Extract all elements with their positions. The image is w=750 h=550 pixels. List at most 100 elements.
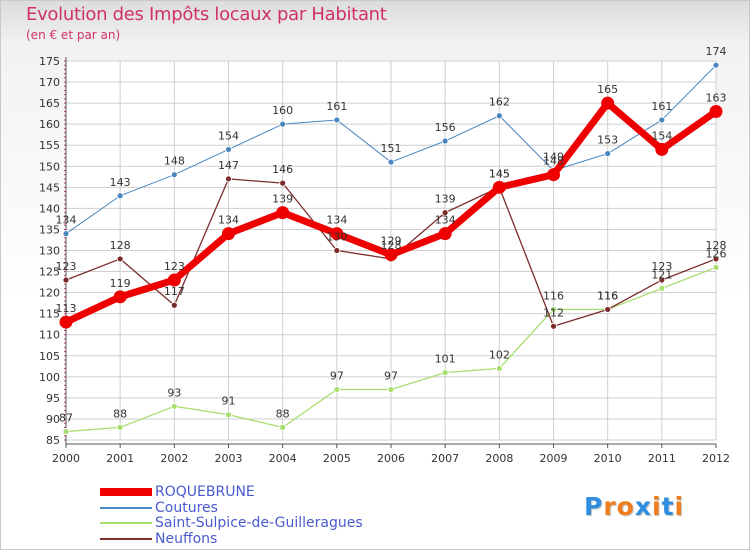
point-saint-sulpice-de-guilleragues (279, 423, 287, 431)
legend-label: Saint-Sulpice-de-Guilleragues (155, 515, 363, 531)
logo-letter: i (674, 492, 685, 521)
point-coutures (712, 61, 720, 69)
legend-swatch (100, 537, 152, 540)
data-label-saint-sulpice-de-guilleragues: 88 (276, 407, 290, 420)
data-label-coutures: 162 (489, 96, 510, 109)
chart-title: Evolution des Impôts locaux par Habitant (26, 4, 387, 25)
point-coutures (387, 158, 395, 166)
point-saint-sulpice-de-guilleragues (712, 263, 720, 271)
x-tick-label: 2003 (215, 452, 243, 465)
point-saint-sulpice-de-guilleragues (550, 306, 557, 313)
data-label-coutures: 151 (381, 142, 402, 155)
data-label-roquebrune: 163 (706, 92, 727, 105)
x-tick-label: 2011 (648, 452, 676, 465)
data-label-saint-sulpice-de-guilleragues: 116 (543, 289, 564, 302)
data-label-saint-sulpice-de-guilleragues: 88 (113, 407, 127, 420)
y-tick-label: 120 (39, 287, 60, 300)
data-label-coutures: 174 (706, 45, 727, 58)
data-label-neuffons: 128 (706, 239, 727, 252)
y-tick-label: 95 (46, 392, 60, 405)
data-label-roquebrune: 119 (110, 277, 131, 290)
data-label-saint-sulpice-de-guilleragues: 93 (167, 386, 181, 399)
point-coutures (658, 116, 666, 124)
axes: 85 90 95 100 105 110 115 120 125 130 135 140 145 150 1… (39, 55, 730, 465)
y-tick-label: 160 (39, 118, 60, 131)
point-roquebrune (276, 206, 290, 220)
point-neuffons (441, 209, 449, 217)
point-saint-sulpice-de-guilleragues (333, 386, 341, 393)
data-label-roquebrune: 165 (597, 83, 618, 96)
y-tick-label: 105 (39, 350, 60, 363)
point-roquebrune (655, 142, 669, 156)
data-label-neuffons: 123 (56, 260, 77, 273)
point-saint-sulpice-de-guilleragues (495, 365, 503, 372)
data-label-coutures: 160 (272, 104, 293, 117)
legend-label: ROQUEBRUNE (155, 484, 255, 500)
x-tick-label: 2001 (106, 452, 134, 465)
data-label-neuffons: 130 (326, 231, 347, 244)
data-label-roquebrune: 134 (218, 214, 239, 227)
data-labels: 134 143 148 154 160 161 151 156 162 149 153 161 174 8… (56, 45, 727, 424)
data-label-coutures: 161 (326, 100, 347, 113)
point-coutures (441, 137, 449, 145)
x-tick-label: 2012 (702, 452, 730, 465)
data-label-coutures: 149 (543, 150, 564, 163)
data-label-neuffons: 128 (110, 239, 131, 252)
logo-letter: P (584, 492, 604, 521)
logo-letter: o (616, 492, 635, 521)
data-label-roquebrune: 134 (326, 214, 347, 227)
y-tick-label: 90 (46, 413, 60, 426)
point-saint-sulpice-de-guilleragues (170, 402, 178, 410)
series-lines (59, 61, 723, 435)
point-saint-sulpice-de-guilleragues (387, 386, 395, 393)
point-neuffons (333, 247, 341, 254)
logo-letter: t (661, 492, 675, 521)
point-roquebrune (222, 227, 235, 241)
point-roquebrune (601, 96, 615, 110)
data-label-roquebrune: 113 (56, 302, 77, 315)
data-label-neuffons: 139 (435, 193, 456, 206)
y-tick-label: 110 (39, 329, 60, 342)
data-label-coutures: 154 (218, 129, 239, 142)
point-neuffons (604, 306, 612, 313)
data-label-roquebrune: 148 (543, 155, 564, 168)
x-tick-label: 2009 (540, 452, 568, 465)
legend-swatch (100, 488, 152, 496)
x-tick-label: 2007 (431, 452, 459, 465)
y-tick-label: 145 (39, 181, 60, 194)
point-roquebrune (113, 290, 127, 304)
data-label-coutures: 153 (597, 134, 618, 147)
logo-letter: x (634, 492, 652, 521)
data-label-saint-sulpice-de-guilleragues: 102 (489, 348, 510, 361)
point-neuffons (225, 175, 232, 183)
point-saint-sulpice-de-guilleragues (116, 423, 124, 431)
legend-label: Neuffons (155, 530, 218, 547)
data-label-neuffons: 147 (218, 159, 239, 172)
y-tick-label: 100 (39, 371, 60, 384)
data-label-coutures: 161 (651, 100, 672, 113)
x-tick-label: 2010 (594, 452, 622, 465)
point-saint-sulpice-de-guilleragues (225, 411, 232, 419)
y-tick-label: 130 (39, 245, 60, 258)
x-tick-label: 2004 (269, 452, 297, 465)
logo-letter: r (603, 492, 617, 521)
x-tick-label: 2006 (377, 452, 405, 465)
y-tick-label: 155 (39, 139, 60, 152)
data-label-saint-sulpice-de-guilleragues: 97 (330, 369, 344, 382)
y-tick-label: 85 (46, 434, 60, 447)
legend-swatch (100, 522, 152, 524)
data-label-roquebrune: 154 (651, 129, 672, 142)
point-roquebrune (59, 315, 73, 329)
point-coutures (333, 116, 341, 124)
x-tick-label: 2005 (323, 452, 351, 465)
data-label-neuffons: 145 (489, 167, 510, 180)
point-neuffons (712, 255, 720, 263)
y-tick-label: 165 (39, 97, 60, 110)
legend-item-coutures: Coutures (100, 500, 420, 516)
data-label-neuffons: 128 (381, 239, 402, 252)
data-label-neuffons: 112 (543, 306, 564, 319)
point-saint-sulpice-de-guilleragues (658, 284, 666, 292)
y-tick-label: 140 (39, 202, 60, 215)
point-roquebrune (384, 248, 398, 262)
